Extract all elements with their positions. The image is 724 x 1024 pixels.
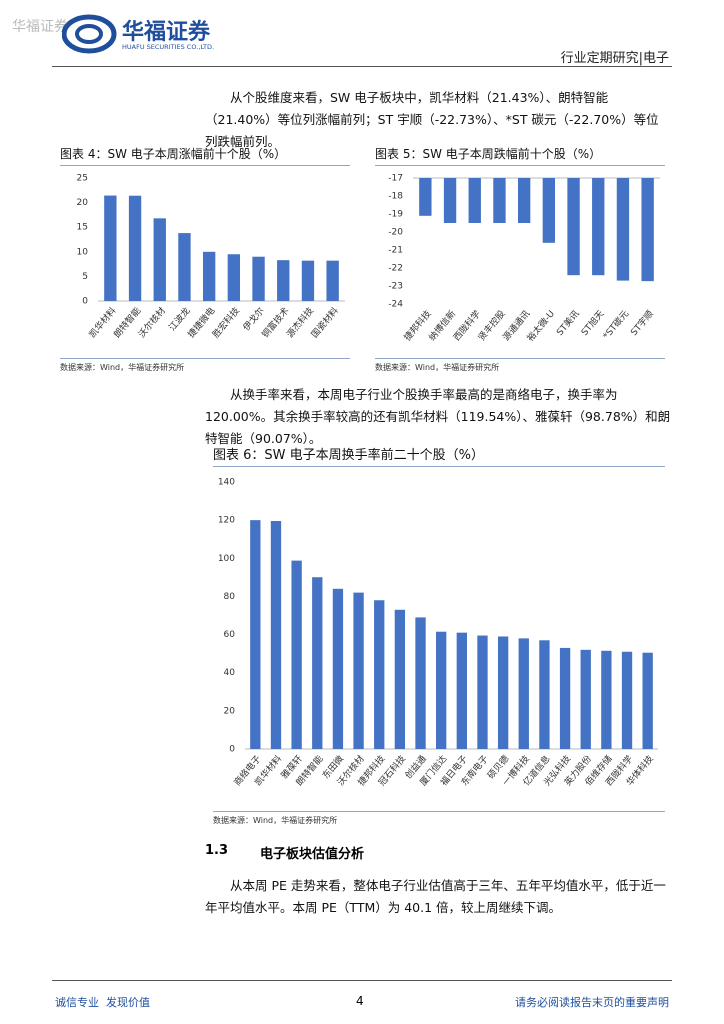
- logo-icon: [62, 14, 117, 54]
- bar: [641, 178, 654, 282]
- y-tick-label: 15: [77, 223, 88, 233]
- bar: [518, 638, 529, 749]
- chart: -24-23-22-21-20-19-18-17捷邦科技纳博信新西陇科学贤丰控股…: [388, 174, 660, 344]
- bar: [456, 632, 467, 749]
- bar: [250, 520, 261, 749]
- logo-cn: 华福证券: [122, 20, 211, 45]
- y-tick-label: -20: [388, 228, 403, 238]
- x-tick-label: ST美讯: [554, 308, 582, 338]
- bar: [477, 635, 488, 749]
- section-label: 行业定期研究|电子: [560, 51, 669, 66]
- y-tick-label: 20: [77, 198, 89, 208]
- logo-en: HUAFU SECURITIES CO.,LTD.: [122, 43, 215, 51]
- y-tick-label: 120: [218, 516, 235, 526]
- chart-source: 数据来源：Wind，华福证券研究所: [60, 358, 350, 373]
- bar: [202, 251, 216, 301]
- section-title: 电子板块估值分析: [260, 847, 365, 862]
- bar: [277, 260, 290, 301]
- section-number: 1.3: [205, 843, 229, 858]
- y-tick-label: 10: [77, 247, 89, 257]
- y-tick-label: 40: [224, 668, 236, 678]
- bar: [616, 178, 630, 281]
- bar: [326, 260, 339, 301]
- bar: [497, 636, 509, 749]
- y-tick-label: 100: [218, 554, 235, 564]
- chart-title: 图表 6：SW 电子本周换手率前二十个股（%）: [213, 444, 665, 467]
- bar: [270, 521, 282, 749]
- y-tick-label: 140: [218, 478, 235, 488]
- y-tick-label: 25: [77, 174, 88, 184]
- bar: [468, 178, 481, 223]
- footer-right: 请务必阅读报告末页的重要声明: [515, 996, 669, 1009]
- bar: [178, 233, 191, 301]
- y-tick-label: 5: [82, 272, 88, 282]
- bar: [559, 647, 571, 749]
- bar: [332, 588, 344, 749]
- chart-title: 图表 5：SW 电子本周跌幅前十个股（%）: [375, 145, 665, 166]
- chart-source: 数据来源：Wind，华福证券研究所: [375, 358, 665, 373]
- bar: [539, 640, 550, 749]
- chart: 020406080100120140商络电子凯华材料雅葆轩朗特智能东田微沃尔核材…: [218, 478, 658, 788]
- paragraph: 从本周 PE 走势来看，整体电子行业估值高于三年、五年平均值水平，低于近一年平均…: [205, 878, 666, 915]
- bar: [353, 592, 364, 749]
- header-rule: [52, 66, 672, 67]
- bar: [374, 600, 385, 749]
- y-tick-label: -17: [388, 174, 403, 184]
- bar: [567, 178, 580, 276]
- bar: [394, 609, 406, 749]
- bar: [291, 560, 302, 749]
- bar: [301, 260, 315, 301]
- x-tick-label: ST宇顺: [628, 308, 656, 338]
- bar: [493, 178, 506, 223]
- footer-left: 诚信专业 发现价值: [55, 996, 150, 1009]
- y-tick-label: 20: [224, 706, 236, 716]
- footer-rule: [52, 980, 672, 981]
- y-tick-label: 0: [229, 745, 235, 755]
- y-tick-label: -23: [388, 282, 403, 292]
- bar: [517, 178, 531, 223]
- y-tick-label: -22: [388, 264, 403, 274]
- bar: [419, 178, 432, 216]
- bar: [621, 651, 633, 749]
- watermark: 华福证券: [12, 19, 68, 35]
- x-tick-label: 胜宏科技: [210, 305, 242, 340]
- paragraph: 从个股维度来看，SW 电子板块中，凯华材料（21.43%）、朗特智能（21.40…: [205, 90, 659, 149]
- bar: [436, 631, 447, 749]
- y-tick-label: -24: [388, 300, 403, 310]
- page-number: 4: [356, 994, 364, 1008]
- paragraph: 从换手率来看，本周电子行业个股换手率最高的是商络电子，换手率为 120.00%。…: [205, 387, 671, 446]
- x-tick-label: 江波龙: [166, 305, 193, 333]
- bar: [252, 256, 265, 301]
- bar: [542, 178, 556, 243]
- chart-source: 数据来源：Wind，华福证券研究所: [213, 811, 665, 826]
- chart-title: 图表 4：SW 电子本周涨幅前十个股（%）: [60, 145, 350, 166]
- bar: [227, 254, 241, 301]
- x-tick-label: *ST碳元: [600, 308, 631, 342]
- x-tick-label: 伊戈尔: [240, 305, 267, 333]
- bar: [443, 178, 457, 223]
- bar: [580, 649, 591, 749]
- y-tick-label: -21: [388, 246, 403, 256]
- y-tick-label: 60: [224, 630, 236, 640]
- x-tick-label: 沃尔核材: [136, 305, 168, 340]
- bar: [601, 650, 612, 749]
- bar: [128, 195, 142, 301]
- bar: [415, 617, 426, 749]
- y-tick-label: 0: [82, 297, 88, 307]
- y-tick-label: 80: [224, 592, 236, 602]
- bar: [642, 652, 653, 749]
- bar: [153, 218, 166, 301]
- bar: [592, 178, 605, 276]
- bar: [312, 577, 323, 749]
- y-tick-label: -18: [388, 192, 403, 202]
- bar: [104, 195, 117, 301]
- y-tick-label: -19: [388, 210, 403, 220]
- x-tick-label: 国瓷材料: [309, 305, 341, 340]
